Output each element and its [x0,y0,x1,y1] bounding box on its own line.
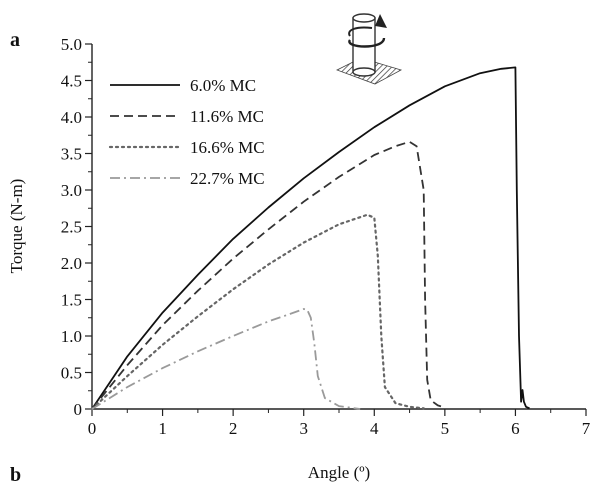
series-line-4 [91,308,361,410]
x-tick-label: 1 [158,419,167,438]
y-tick-label: 5.0 [61,35,82,54]
y-tick-label: 3.0 [61,181,82,200]
x-tick-label: 6 [511,419,520,438]
y-tick-label: 2.0 [61,254,82,273]
x-tick-label: 5 [441,419,450,438]
legend-label-2: 11.6% MC [190,107,264,126]
series-line-1 [91,66,530,410]
panel-a-label: a [10,29,20,51]
y-tick-label: 4.0 [61,108,82,127]
panel-b-label: b [10,464,21,484]
y-axis-title: Torque (N-m) [7,179,26,274]
y-tick-label: 1.5 [61,291,82,310]
axes [91,44,586,410]
series-line-2 [91,140,446,410]
legend-label-1: 6.0% MC [190,76,256,95]
series-line-3 [90,213,425,411]
x-tick-label: 3 [299,419,308,438]
y-tick-label: 4.5 [61,72,82,91]
legend-label-4: 22.7% MC [190,169,265,188]
axis-ticks: 0 1 2 3 4 5 6 7 0 0.5 1.0 1.5 2.0 2.5 3.0 3.5 4.0 4.5 5.0 [61,35,591,438]
legend: 6.0% MC 11.6% MC 16.6% MC 22.7% MC [108,76,265,188]
x-axis-title: Angle (º) [308,463,370,482]
series-layer [90,66,530,411]
x-tick-label: 2 [229,419,238,438]
x-tick-label: 0 [88,419,97,438]
y-tick-label: 0 [74,400,83,419]
y-tick-label: 3.5 [61,145,82,164]
torsion-specimen-icon [335,13,403,85]
x-tick-label: 7 [582,419,591,438]
legend-label-3: 16.6% MC [190,138,265,157]
x-tick-label: 4 [370,419,379,438]
y-tick-label: 1.0 [61,327,82,346]
y-tick-label: 2.5 [61,218,82,237]
y-tick-label: 0.5 [61,364,82,383]
